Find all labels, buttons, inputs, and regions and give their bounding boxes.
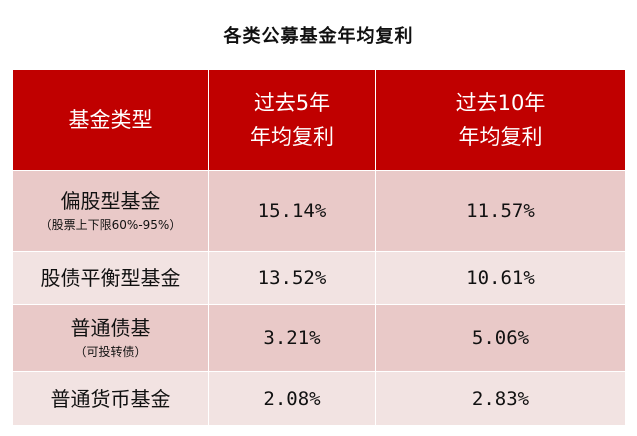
fund-compound-return-table: 基金类型 过去5年 年均复利 过去10年 年均复利 偏股型基金 （股票上下限60…: [12, 69, 626, 426]
ten-year-return-value: 11.57%: [466, 200, 535, 222]
header-fund-type-label: 基金类型: [68, 108, 153, 132]
fund-type-name: 普通货币基金: [50, 386, 171, 411]
fund-type-name: 股债平衡型基金: [40, 266, 181, 290]
fund-type-cell: 偏股型基金 （股票上下限60%-95%）: [12, 170, 209, 252]
fund-type-cell: 股债平衡型基金: [12, 251, 209, 305]
fund-type-name: 普通债基: [70, 316, 151, 340]
table-row: 偏股型基金 （股票上下限60%-95%） 15.14% 11.57%: [12, 170, 626, 252]
fund-type-cell: 普通债基 （可投转债）: [12, 304, 209, 372]
header-five-year: 过去5年 年均复利: [208, 69, 376, 171]
table-row: 普通货币基金 2.08% 2.83%: [12, 371, 626, 426]
table-header-row: 基金类型 过去5年 年均复利 过去10年 年均复利: [12, 69, 626, 171]
five-year-return-value: 2.08%: [263, 387, 321, 410]
fund-type-name: 偏股型基金: [60, 189, 161, 213]
header-five-year-line1: 过去5年: [253, 91, 331, 115]
page-title: 各类公募基金年均复利: [223, 26, 414, 47]
header-ten-year: 过去10年 年均复利: [375, 69, 626, 171]
five-year-return-cell: 15.14%: [208, 170, 376, 252]
five-year-return-cell: 2.08%: [208, 371, 376, 426]
fund-type-cell: 普通货币基金: [12, 371, 209, 426]
five-year-return-cell: 13.52%: [208, 251, 376, 305]
ten-year-return-cell: 11.57%: [375, 170, 626, 252]
table-row: 普通债基 （可投转债） 3.21% 5.06%: [12, 304, 626, 372]
ten-year-return-cell: 5.06%: [375, 304, 626, 372]
five-year-return-value: 15.14%: [257, 200, 327, 222]
header-ten-year-line2: 年均复利: [458, 125, 543, 149]
table-row: 股债平衡型基金 13.52% 10.61%: [12, 251, 626, 305]
header-fund-type: 基金类型: [12, 69, 209, 171]
header-five-year-line2: 年均复利: [250, 125, 334, 149]
five-year-return-cell: 3.21%: [208, 304, 376, 372]
ten-year-return-value: 5.06%: [471, 327, 530, 349]
fund-type-note: （可投转债）: [74, 345, 147, 359]
ten-year-return-cell: 10.61%: [375, 251, 626, 305]
ten-year-return-cell: 2.83%: [375, 371, 626, 426]
ten-year-return-value: 10.61%: [466, 267, 535, 289]
ten-year-return-value: 2.83%: [471, 387, 530, 410]
five-year-return-value: 3.21%: [263, 327, 321, 349]
fund-type-note: （股票上下限60%-95%）: [39, 218, 182, 232]
header-ten-year-line1: 过去10年: [455, 91, 546, 115]
five-year-return-value: 13.52%: [257, 267, 327, 289]
